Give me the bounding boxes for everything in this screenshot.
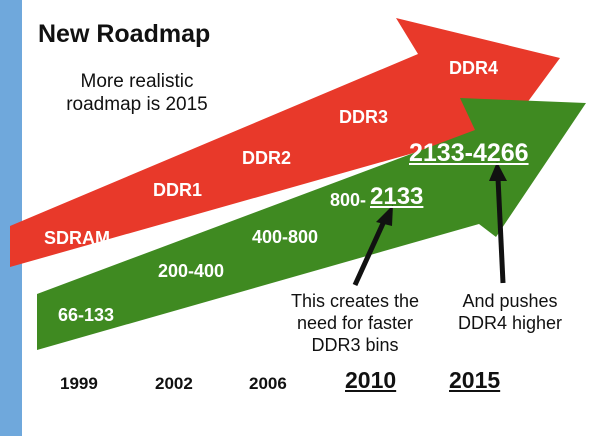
- pointer-arrowhead-ddr4: [489, 162, 507, 181]
- year-2015: 2015: [449, 367, 501, 393]
- speed-range-4-prefix: 800-: [330, 190, 367, 210]
- realistic-roadmap-note: More realistic roadmap is 2015: [66, 71, 208, 115]
- left-accent-strip: [0, 0, 22, 436]
- callout-ddr3-bins: This creates the need for faster DDR3 bi…: [290, 291, 420, 355]
- callout-ddr4-higher: And pushes DDR4 higher: [457, 291, 563, 333]
- speed-range-1: 66-133: [58, 305, 115, 325]
- label-ddr1: DDR1: [153, 180, 203, 200]
- green-arrow: [37, 98, 586, 350]
- label-sdram: SDRAM: [44, 228, 110, 248]
- pointer-arrowhead-ddr3: [376, 205, 393, 226]
- label-ddr4: DDR4: [449, 58, 499, 78]
- page-title: New Roadmap: [38, 20, 211, 48]
- year-2002: 2002: [155, 374, 193, 393]
- label-ddr2: DDR2: [242, 148, 292, 168]
- speed-range-4-highlight: 2133: [370, 183, 424, 210]
- speed-range-3: 400-800: [252, 227, 319, 247]
- label-ddr3: DDR3: [339, 107, 389, 127]
- pointer-arrow-ddr3: [352, 217, 388, 287]
- red-arrow: [10, 18, 560, 267]
- pointer-arrow-ddr4: [495, 177, 506, 284]
- year-2006: 2006: [249, 374, 287, 393]
- year-1999: 1999: [60, 374, 98, 393]
- speed-range-5: 2133-4266: [409, 139, 529, 167]
- year-2010: 2010: [345, 367, 397, 393]
- speed-range-2: 200-400: [158, 261, 225, 281]
